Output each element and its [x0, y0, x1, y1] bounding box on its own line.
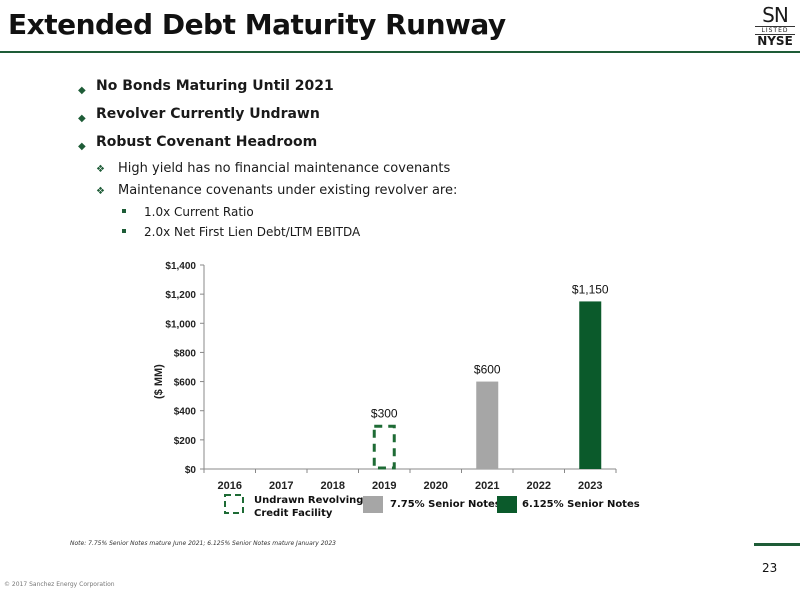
sub-sub-bullet-item: 2.0x Net First Lien Debt/LTM EBITDA — [78, 224, 678, 244]
footnote: Note: 7.75% Senior Notes mature June 202… — [70, 540, 336, 547]
x-tick-label: 2018 — [321, 480, 345, 492]
bullet-item: ◆ Robust Covenant Headroom — [78, 132, 678, 160]
logo-exchange: NYSE — [757, 34, 793, 48]
legend-label-6125-notes: 6.125% Senior Notes — [522, 499, 640, 510]
diamond-bullet-icon: ◆ — [78, 113, 86, 124]
y-tick-label: $800 — [174, 348, 197, 359]
x-tick-label: 2017 — [269, 480, 293, 492]
x-tick-label: 2016 — [218, 480, 242, 492]
bullet-text: No Bonds Maturing Until 2021 — [96, 78, 334, 94]
sub-bullet-text: Maintenance covenants under existing rev… — [118, 183, 458, 198]
sub-bullet-text: High yield has no financial maintenance … — [118, 161, 451, 176]
bullet-item: ◆ Revolver Currently Undrawn — [78, 104, 678, 132]
legend-swatch-6125-notes — [497, 496, 517, 513]
four-diamond-bullet-icon: ❖ — [96, 186, 105, 197]
page-title: Extended Debt Maturity Runway — [8, 8, 506, 41]
y-tick-label: $200 — [174, 436, 197, 447]
bar-2023 — [579, 301, 602, 469]
x-tick-label: 2023 — [578, 480, 602, 492]
legend-revolver-line1: Undrawn Revolving — [254, 495, 364, 506]
bullet-text: Revolver Currently Undrawn — [96, 106, 320, 122]
four-diamond-bullet-icon: ❖ — [96, 164, 105, 175]
y-tick-label: $1,200 — [165, 290, 196, 301]
debt-maturity-chart: $0 $200 $400 $600 $800 $1,000 $1,200 $1,400 2016… — [153, 261, 617, 492]
square-bullet-icon — [122, 209, 126, 213]
bullet-item: ◆ No Bonds Maturing Until 2021 — [78, 76, 678, 104]
bar-revolver-2019 — [372, 424, 396, 470]
x-tick-label: 2022 — [527, 480, 551, 492]
diamond-bullet-icon: ◆ — [78, 85, 86, 96]
y-axis-label: ($ MM) — [153, 364, 165, 399]
data-label-2023: $1,150 — [572, 282, 609, 296]
legend-swatch-775-notes — [363, 496, 383, 513]
logo-listed: LISTED — [755, 26, 795, 35]
sub-bullet-item: ❖ High yield has no financial maintenance… — [78, 160, 678, 182]
y-tick-label: $400 — [174, 407, 197, 418]
y-tick-label: $600 — [174, 378, 197, 389]
nyse-listed-logo: SN LISTED NYSE — [752, 5, 798, 48]
data-label-2019: $300 — [371, 406, 398, 420]
bullet-text: Robust Covenant Headroom — [96, 134, 318, 150]
bar-2021 — [476, 381, 499, 469]
page-number-rule — [754, 543, 800, 546]
y-tick-label: $0 — [185, 465, 197, 476]
diamond-bullet-icon: ◆ — [78, 141, 86, 152]
x-tick-label: 2021 — [475, 480, 499, 492]
legend-revolver-line2: Credit Facility — [254, 508, 333, 519]
legend-label-775-notes: 7.75% Senior Notes — [390, 499, 501, 510]
logo-ticker: SN — [762, 3, 789, 27]
sub-bullet-item: ❖ Maintenance covenants under existing re… — [78, 182, 678, 204]
legend-swatch-revolver — [224, 494, 244, 514]
title-divider — [0, 51, 800, 53]
square-bullet-icon — [122, 229, 126, 233]
x-tick-label: 2019 — [372, 480, 396, 492]
legend-label-revolver: Undrawn Revolving Credit Facility — [254, 494, 363, 520]
sub-sub-bullet-item: 1.0x Current Ratio — [78, 204, 678, 224]
page-number: 23 — [762, 561, 778, 575]
sub-sub-bullet-text: 2.0x Net First Lien Debt/LTM EBITDA — [144, 225, 361, 239]
y-tick-label: $1,000 — [165, 319, 196, 330]
x-tick-label: 2020 — [424, 480, 448, 492]
data-label-2021: $600 — [474, 363, 501, 377]
copyright: © 2017 Sanchez Energy Corporation — [4, 581, 115, 588]
y-tick-label: $1,400 — [165, 261, 196, 272]
bullet-list: ◆ No Bonds Maturing Until 2021 ◆ Revolver … — [78, 76, 678, 244]
sub-sub-bullet-text: 1.0x Current Ratio — [144, 205, 254, 219]
